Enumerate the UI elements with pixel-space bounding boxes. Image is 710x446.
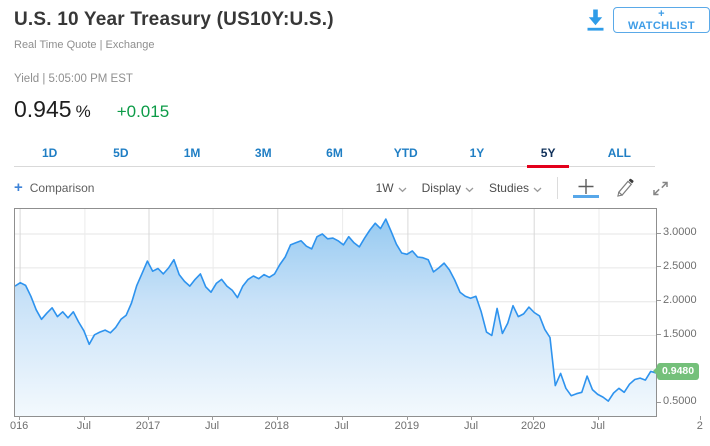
x-axis-label: 2018 [264,420,290,432]
tab-6m[interactable]: 6M [326,146,343,160]
x-axis-tick [276,416,278,420]
x-axis-label: 2020 [520,420,546,432]
x-axis-label: 2 [696,420,703,432]
plus-icon: + [14,179,23,196]
price-change: +0.015 [116,102,170,121]
display-dropdown[interactable]: Display [422,181,474,195]
chart-toolbar: 1W Display Studies [376,177,670,199]
x-axis-label: Jul [76,420,91,432]
y-axis-label: 0.5000 [663,395,697,408]
y-axis-label: 3.0000 [663,226,697,239]
x-axis-label: 016 [9,420,29,432]
studies-dropdown[interactable]: Studies [489,181,542,195]
chevron-down-icon [533,187,542,193]
page-title: U.S. 10 Year Treasury (US10Y:U.S.) [14,9,334,30]
x-axis-tick [471,416,473,420]
x-axis-tick [341,416,343,420]
price-unit: % [75,102,91,121]
tab-1m[interactable]: 1M [183,146,201,160]
draw-tool-button[interactable] [614,177,636,199]
x-axis-label: Jul [590,420,605,432]
tab-3m[interactable]: 3M [254,146,272,160]
chevron-down-icon [398,187,407,193]
expand-icon [653,181,668,195]
tab-1y[interactable]: 1Y [469,146,485,160]
x-axis-tick [699,416,701,420]
y-axis-tick [657,300,661,302]
active-tab-underline [527,165,570,168]
y-axis-tick [657,232,661,234]
add-watchlist-button[interactable]: + WATCHLIST [613,7,710,33]
last-price-badge: 0.9480 [657,362,700,380]
toolbar-divider [557,177,558,199]
y-axis-label: 2.5000 [663,259,697,272]
download-button[interactable] [581,7,609,35]
x-axis-tick [597,416,599,420]
y-axis-label: 1.5000 [663,327,697,340]
y-axis-tick [657,401,661,403]
tab-ytd[interactable]: YTD [393,146,418,160]
studies-label: Studies [488,181,529,195]
x-axis-tick [533,416,535,420]
pencil-icon [617,178,634,197]
x-axis-label: 2019 [394,420,420,432]
x-axis-label: Jul [334,420,349,432]
y-axis-label: 2.0000 [663,293,697,306]
fullscreen-button[interactable] [651,179,670,198]
x-axis-label: 2017 [135,420,161,432]
comparison-label: Comparison [29,181,95,195]
quote-source: Real Time Quote | Exchange [14,39,155,51]
x-axis-tick [83,416,85,420]
chevron-down-icon [465,187,474,193]
tab-all[interactable]: ALL [607,146,632,160]
y-axis-tick [657,334,661,335]
quote-time-label: Yield | 5:05:00 PM EST [14,73,133,85]
time-range-tabs: 1D 5D 1M 3M 6M YTD 1Y 5Y ALL [14,143,655,168]
price-row: 0.945 % +0.015 [14,96,169,123]
price-value: 0.945 [14,96,72,122]
comparison-button[interactable]: + Comparison [14,179,95,196]
x-axis-label: Jul [205,420,220,432]
crosshair-icon [578,179,594,194]
x-axis-label: Jul [464,420,479,432]
tab-1d[interactable]: 1D [41,146,58,160]
price-chart[interactable] [14,208,657,417]
crosshair-tool-button[interactable] [573,178,599,198]
x-axis-tick [19,416,21,420]
interval-dropdown[interactable]: 1W [376,181,407,195]
tab-5d[interactable]: 5D [113,146,129,160]
x-axis-tick [406,416,408,420]
active-tool-indicator [573,195,599,198]
x-axis-tick [147,416,149,420]
display-label: Display [421,181,461,195]
download-icon [583,7,608,36]
tab-5y[interactable]: 5Y [513,143,584,168]
x-axis-tick [212,416,214,420]
interval-label: 1W [375,181,394,195]
y-axis-tick [657,266,661,268]
